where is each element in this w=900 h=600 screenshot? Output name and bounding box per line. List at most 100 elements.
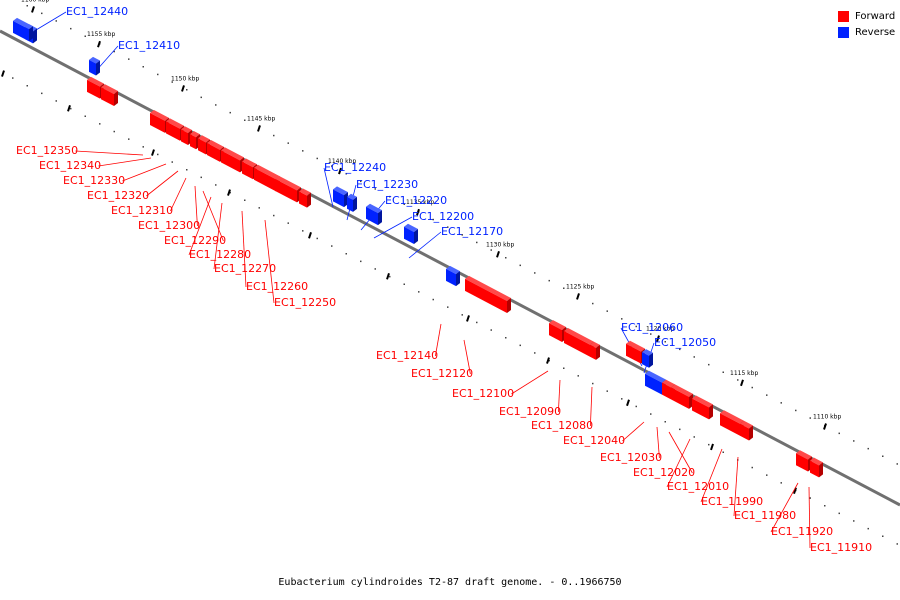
scale-tick-lower — [546, 357, 550, 364]
guide-dot-upper — [447, 226, 449, 228]
guide-dot-upper — [244, 119, 246, 121]
gene-label-ec1-12100[interactable]: EC1_12100 — [452, 387, 514, 400]
gene-label-ec1-11990[interactable]: EC1_11990 — [701, 495, 763, 508]
guide-dot-lower — [838, 512, 840, 515]
gene-label-ec1-12120[interactable]: EC1_12120 — [411, 367, 473, 380]
gene-label-ec1-12440[interactable]: EC1_12440 — [66, 5, 128, 18]
guide-dot-upper — [331, 165, 333, 167]
guide-dot-lower — [824, 505, 826, 507]
gene-label-ec1-12200[interactable]: EC1_12200 — [412, 210, 474, 223]
guide-dot-upper — [505, 257, 507, 259]
scale-tick-upper — [740, 379, 744, 387]
gene-label-ec1-12320[interactable]: EC1_12320 — [87, 189, 149, 202]
gene-block-ec1-12090 — [590, 341, 600, 360]
guide-dot-upper — [621, 318, 623, 320]
gene-block-ec1-12290 — [221, 147, 244, 173]
guide-dot-lower — [70, 107, 72, 110]
gene-label-ec1-11980[interactable]: EC1_11980 — [734, 509, 796, 522]
gene-label-ec1-12040[interactable]: EC1_12040 — [563, 434, 625, 447]
guide-dot-lower — [693, 436, 695, 438]
guide-dot-upper — [563, 287, 565, 289]
gene-label-ec1-12090[interactable]: EC1_12090 — [499, 405, 561, 418]
gene-label-ec1-12240[interactable]: EC1_12240 — [324, 161, 386, 174]
label-leader-lines — [35, 11, 811, 549]
gene-label-ec1-12060[interactable]: EC1_12060 — [621, 321, 683, 334]
guide-dot-lower — [215, 184, 217, 186]
scale-tick-lower — [626, 399, 630, 407]
scale-tick-upper — [416, 208, 420, 216]
scale-tick-lower — [308, 231, 312, 239]
scale-tick-lower — [1, 70, 5, 77]
guide-dot-lower — [635, 405, 637, 408]
leader-line-ec1-12260 — [241, 210, 247, 288]
guide-dot-upper — [215, 104, 217, 106]
gene-label-ec1-12270[interactable]: EC1_12270 — [214, 262, 276, 275]
guide-dot-upper — [389, 195, 391, 198]
guide-dot-upper — [519, 264, 521, 267]
gene-label-ec1-12140[interactable]: EC1_12140 — [376, 349, 438, 362]
gene-block-ec1-12170 — [446, 265, 460, 287]
scale-tick-label: 1140 kbp — [328, 158, 356, 165]
gene-label-ec1-12220[interactable]: EC1_12220 — [385, 194, 447, 207]
gene-block — [101, 84, 118, 107]
leader-line-ec1-12170 — [408, 231, 442, 259]
gene-label-ec1-12050[interactable]: EC1_12050 — [654, 336, 716, 349]
gene-block-ec1-11990 — [740, 420, 753, 441]
guide-dot-lower — [331, 245, 333, 247]
gene-label-ec1-12410[interactable]: EC1_12410 — [118, 39, 180, 52]
dotted-guide-lines — [12, 5, 898, 545]
guide-dot-lower — [316, 237, 318, 240]
gene-block-ec1-12440 — [13, 17, 33, 42]
guide-dot-lower — [99, 123, 101, 125]
gene-label-ec1-12350[interactable]: EC1_12350 — [16, 144, 78, 157]
scale-tick-upper — [338, 167, 342, 175]
guide-dot-lower — [302, 230, 304, 232]
leader-line-ec1-11910 — [808, 486, 811, 549]
gene-block-ec1-12250 — [299, 188, 311, 208]
leader-line-ec1-12120 — [463, 339, 471, 375]
guide-dot-lower — [403, 283, 405, 285]
scale-tick-label: 1120 kbp — [646, 326, 674, 333]
gene-label-ec1-12250[interactable]: EC1_12250 — [274, 296, 336, 309]
scale-tick-label: 1160 kbp — [21, 0, 49, 3]
gene-label-ec1-11920[interactable]: EC1_11920 — [771, 525, 833, 538]
guide-dot-lower — [490, 329, 492, 331]
reverse-swatch — [838, 26, 849, 38]
guide-dot-lower — [505, 337, 507, 339]
guide-dot-lower — [664, 421, 666, 423]
guide-dot-lower — [128, 138, 130, 140]
gene-label-ec1-12280[interactable]: EC1_12280 — [189, 248, 251, 261]
scale-tick-label: 1125 kbp — [566, 283, 594, 290]
gene-label-ec1-12310[interactable]: EC1_12310 — [111, 204, 173, 217]
gene-label-ec1-12010[interactable]: EC1_12010 — [667, 480, 729, 493]
leader-line-ec1-12350 — [75, 150, 144, 156]
gene-label-ec1-12260[interactable]: EC1_12260 — [246, 280, 308, 293]
gene-block-ec1-12140 — [465, 275, 511, 314]
guide-dot-upper — [26, 5, 28, 7]
guide-dot-upper — [751, 386, 753, 389]
gene-label-ec1-12080[interactable]: EC1_12080 — [531, 419, 593, 432]
gene-label-ec1-11910[interactable]: EC1_11910 — [810, 541, 872, 554]
guide-dot-lower — [447, 306, 449, 308]
gene-label-ec1-12300[interactable]: EC1_12300 — [138, 219, 200, 232]
guide-dot-upper — [360, 180, 362, 183]
gene-label-ec1-12340[interactable]: EC1_12340 — [39, 159, 101, 172]
guide-dot-lower — [171, 161, 173, 163]
guide-dot-upper — [186, 89, 188, 91]
guide-dot-upper — [476, 241, 478, 244]
guide-dot-upper — [302, 150, 304, 152]
gene-label-ec1-12020[interactable]: EC1_12020 — [633, 466, 695, 479]
scale-tick-label: 1150 kbp — [171, 75, 199, 82]
guide-dot-lower — [563, 367, 565, 369]
gene-label-ec1-12170[interactable]: EC1_12170 — [441, 225, 503, 238]
guide-dot-lower — [244, 199, 246, 201]
legend-forward-label: Forward — [855, 10, 896, 22]
gene-blocks — [13, 17, 823, 478]
gene-label-ec1-12290[interactable]: EC1_12290 — [164, 234, 226, 247]
gene-label-ec1-12330[interactable]: EC1_12330 — [63, 174, 125, 187]
guide-dot-upper — [635, 325, 637, 328]
guide-dot-lower — [200, 176, 202, 179]
gene-label-ec1-12030[interactable]: EC1_12030 — [600, 451, 662, 464]
gene-label-ec1-12230[interactable]: EC1_12230 — [356, 178, 418, 191]
guide-dot-lower — [360, 260, 362, 263]
